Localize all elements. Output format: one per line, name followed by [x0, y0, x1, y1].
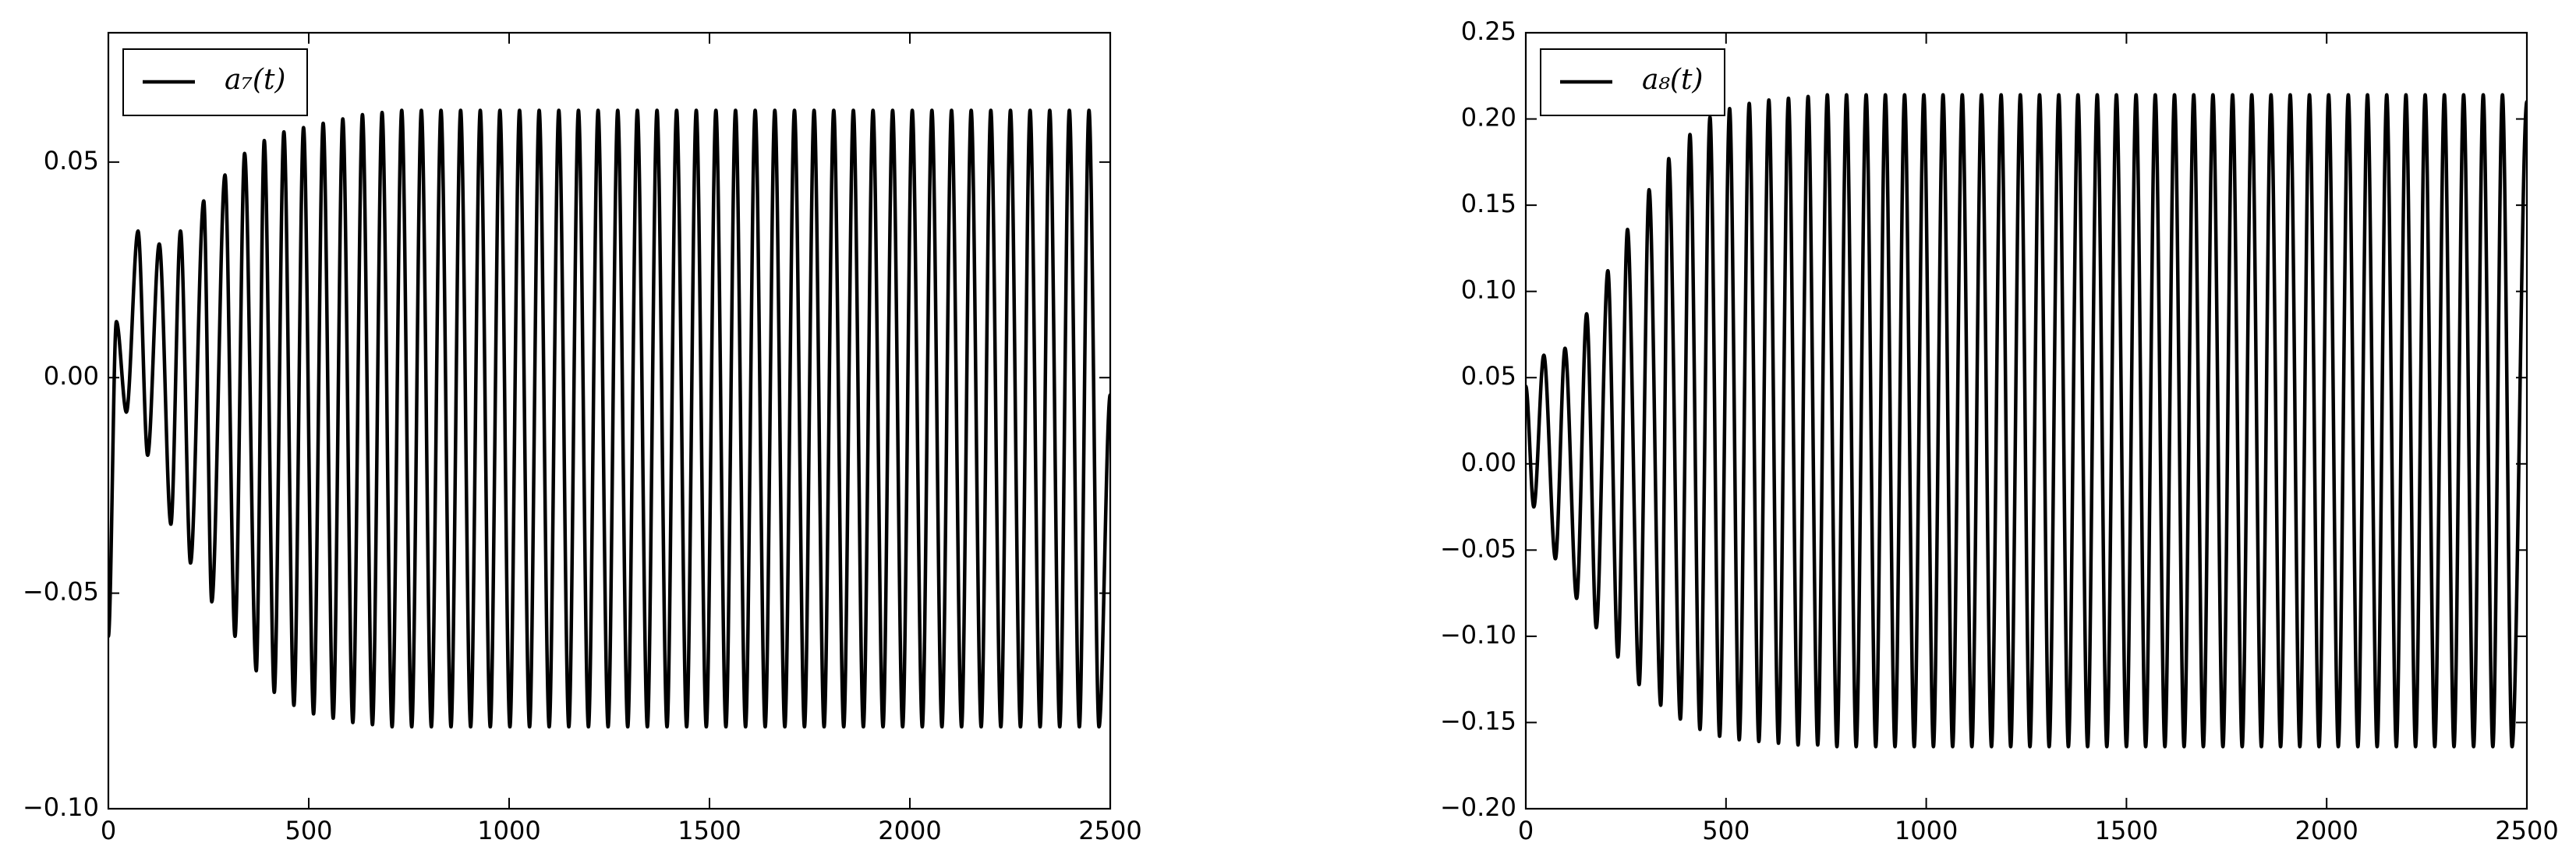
x-tick-label: 2000 [2295, 816, 2358, 845]
x-tick-label: 500 [1702, 816, 1750, 845]
data-line [1526, 93, 2527, 749]
y-tick-label: 0.05 [44, 146, 99, 175]
y-tick-label: 0.05 [1461, 361, 1516, 391]
legend-label: a₈(t) [1642, 64, 1703, 96]
y-tick-label: 0.10 [1461, 275, 1516, 305]
plot-area [108, 108, 1110, 729]
y-tick-label: 0.20 [1461, 103, 1516, 133]
plot-area [1526, 93, 2527, 749]
y-tick-label: −0.15 [1440, 706, 1516, 735]
y-tick-label: −0.10 [23, 792, 99, 822]
x-tick-label: 0 [1518, 816, 1534, 845]
plot-frame [1524, 31, 2528, 810]
data-line [108, 108, 1110, 729]
x-tick-label: 1000 [1895, 816, 1958, 845]
plot-frame [107, 31, 1112, 810]
x-tick-label: 500 [285, 816, 332, 845]
legend: a₇(t) [122, 48, 308, 116]
x-tick-label: 2500 [2495, 816, 2558, 845]
legend-label: a₇(t) [225, 64, 285, 96]
y-tick-label: −0.05 [23, 577, 99, 607]
x-tick-label: 2000 [878, 816, 941, 845]
x-tick-label: 1000 [477, 816, 540, 845]
y-tick-label: −0.20 [1440, 792, 1516, 822]
y-tick-label: −0.05 [1440, 533, 1516, 563]
chart-panel: −0.10 −0.05 0.00 0.05 0 500 1000 1500 2000 2500 a₇… [23, 31, 1142, 845]
x-tick-label: 0 [101, 816, 116, 845]
legend: a₈(t) [1540, 48, 1725, 116]
y-tick-label: 0.15 [1461, 189, 1516, 218]
x-tick-label: 1500 [2095, 816, 2158, 845]
y-tick-label: 0.00 [1461, 448, 1516, 477]
chart-panel: −0.20 −0.15 −0.10 −0.05 0.00 0.05 0.10 0.15 0.20… [1440, 16, 2559, 845]
x-tick-label: 2500 [1078, 816, 1141, 845]
y-tick-label: −0.10 [1440, 620, 1516, 650]
x-tick-label: 1500 [678, 816, 741, 845]
y-tick-label: 0.00 [44, 361, 99, 391]
y-tick-label: 0.25 [1461, 16, 1516, 46]
